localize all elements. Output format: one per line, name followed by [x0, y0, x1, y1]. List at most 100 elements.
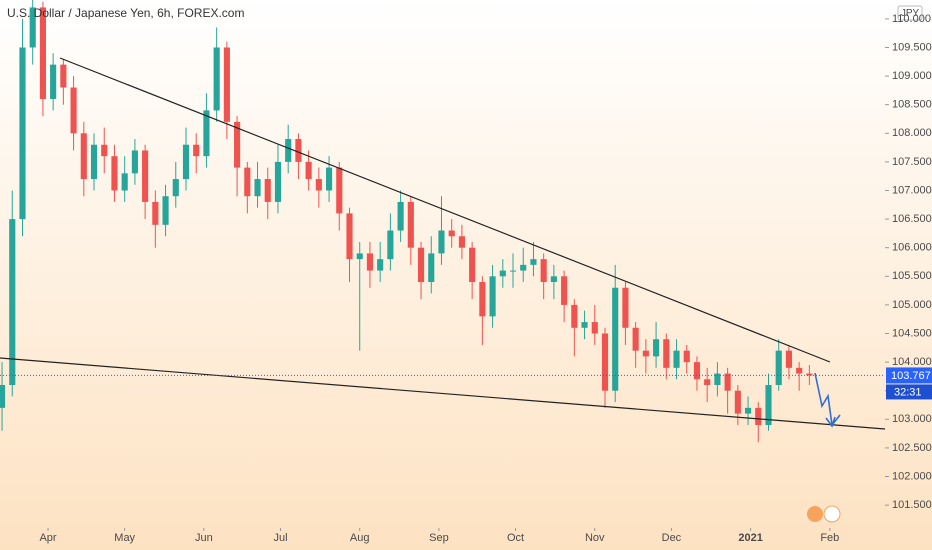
- candle-body: [101, 144, 108, 157]
- candle-body: [530, 259, 537, 265]
- y-tick-label: 107.500: [892, 156, 932, 168]
- y-tick-label: 102.500: [892, 442, 932, 454]
- candle-body: [234, 121, 241, 168]
- candle-body: [142, 150, 149, 202]
- countdown-box: [886, 384, 932, 400]
- y-tick-label: 102.000: [892, 470, 932, 482]
- last-price-box: [886, 367, 932, 384]
- currency: JPY: [901, 8, 920, 19]
- x-tick-label: Apr: [39, 532, 56, 544]
- y-tick-label: 101.500: [892, 499, 932, 511]
- candle-body: [448, 230, 455, 237]
- candle-body: [39, 7, 46, 99]
- y-tick-label: 106.000: [892, 242, 932, 254]
- x-tick-label: May: [114, 532, 135, 544]
- candle-body: [653, 339, 660, 357]
- candle-body: [182, 144, 190, 180]
- candle-body: [642, 350, 649, 357]
- y-tick-label: 103.000: [892, 413, 932, 425]
- candle-body: [131, 150, 138, 174]
- candle-body: [315, 179, 322, 191]
- candle-body: [264, 179, 271, 202]
- candle-body: [377, 259, 384, 271]
- x-tick-label: Feb: [820, 532, 839, 544]
- candle-body: [203, 110, 210, 157]
- countdown-label: 32:31: [894, 386, 922, 398]
- candle-body: [111, 156, 118, 191]
- logo[interactable]: [807, 506, 823, 522]
- candle-body: [417, 247, 425, 283]
- candle-body: [458, 236, 465, 248]
- candle-body: [9, 219, 16, 385]
- x-tick-label: 2021: [738, 532, 762, 544]
- candle-body: [60, 64, 67, 88]
- candle-body: [622, 287, 629, 328]
- candle-body: [254, 179, 261, 197]
- candle-body: [295, 139, 302, 162]
- forecast-arrow: [814, 372, 841, 427]
- candle-body: [152, 201, 159, 225]
- currency-box[interactable]: [897, 5, 923, 21]
- candle-body: [70, 87, 77, 134]
- x-tick-label: Aug: [350, 532, 370, 544]
- chart-title: U.S. Dollar / Japanese Yen, 6h, FOREX.co…: [7, 6, 244, 20]
- candle-body: [499, 270, 506, 277]
- candle-body: [520, 264, 527, 271]
- candle-body: [285, 139, 292, 162]
- x-tick-label: Jun: [195, 532, 213, 544]
- candle-body: [714, 373, 721, 385]
- candle-body: [775, 350, 782, 385]
- y-tick-label: 108.000: [892, 127, 932, 139]
- x-tick-label: Nov: [585, 532, 605, 544]
- candle-body: [223, 47, 230, 122]
- candle-body: [765, 384, 772, 426]
- candle-body: [704, 379, 711, 385]
- upper-trendline: [59, 57, 831, 363]
- candle-body: [724, 373, 731, 391]
- y-tick-label: 105.500: [892, 270, 932, 282]
- candle-body: [469, 247, 476, 283]
- candle-body: [693, 362, 701, 380]
- candle-body: [785, 350, 793, 368]
- candle-body: [19, 47, 26, 220]
- candle-body: [806, 373, 813, 376]
- y-tick-label: 106.500: [892, 213, 932, 225]
- logo-badge[interactable]: [823, 505, 841, 523]
- candle-body: [632, 327, 639, 351]
- x-tick-label: Dec: [662, 532, 682, 544]
- candle-body: [755, 407, 762, 426]
- candle-body: [162, 196, 169, 225]
- candle-body: [172, 179, 179, 197]
- candle-body: [489, 276, 496, 317]
- candle-body: [734, 390, 741, 414]
- x-tick-label: Jul: [273, 532, 287, 544]
- candle-body: [683, 350, 690, 363]
- candle-body: [601, 333, 609, 391]
- last-price-label: 103.767: [891, 370, 931, 382]
- candle-body: [336, 167, 343, 214]
- candle-body: [612, 287, 619, 391]
- axes: 101.500102.000102.500103.000103.500104.0…: [0, 13, 932, 544]
- candle-body: [397, 201, 404, 231]
- candle-body: [663, 339, 670, 368]
- y-tick-label: 109.000: [892, 70, 932, 82]
- candle-body: [387, 230, 394, 260]
- candles: [0, 0, 813, 443]
- candle-body: [796, 367, 803, 374]
- y-tick-label: 107.000: [892, 184, 932, 196]
- candle-body: [366, 253, 374, 271]
- candle-body: [407, 201, 414, 248]
- candle-body: [744, 407, 752, 414]
- candle-body: [673, 350, 680, 368]
- candle-body: [509, 270, 517, 272]
- y-tick-label: 104.500: [892, 327, 932, 339]
- y-tick-label: 110.000: [892, 13, 931, 25]
- candle-body: [29, 7, 36, 48]
- candle-body: [90, 144, 98, 180]
- candle-body: [540, 259, 547, 283]
- candle-body: [213, 47, 220, 111]
- x-tick-label: Sep: [429, 532, 449, 544]
